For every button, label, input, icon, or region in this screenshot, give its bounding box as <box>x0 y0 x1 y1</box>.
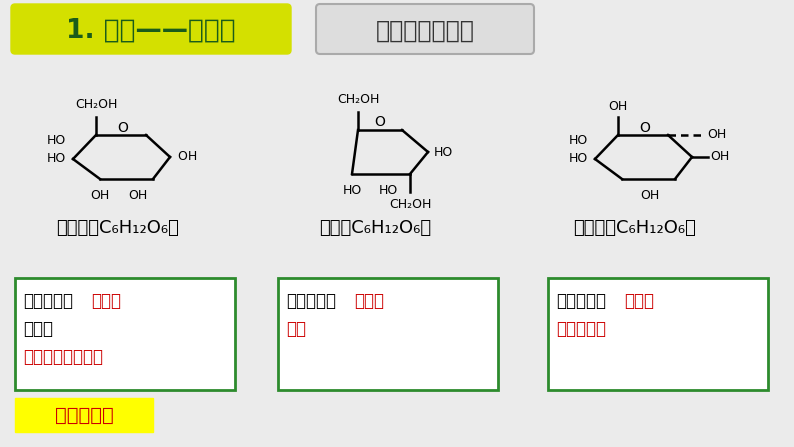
Text: 物的乳汁中: 物的乳汁中 <box>556 320 606 338</box>
Text: OH: OH <box>91 189 110 202</box>
Text: OH: OH <box>710 151 729 164</box>
Text: HO: HO <box>342 184 361 197</box>
Text: OH: OH <box>608 100 627 113</box>
Text: 动植物: 动植物 <box>91 292 121 310</box>
Text: CH₂OH: CH₂OH <box>389 198 431 211</box>
Text: 人和动: 人和动 <box>624 292 654 310</box>
FancyBboxPatch shape <box>316 4 534 54</box>
Text: 植物细: 植物细 <box>354 292 384 310</box>
Text: 是主要的能源物质: 是主要的能源物质 <box>23 348 103 366</box>
Text: 不能再水解的糖: 不能再水解的糖 <box>376 19 475 43</box>
Bar <box>548 278 768 390</box>
Text: O: O <box>639 121 650 135</box>
Text: 胞中: 胞中 <box>286 320 306 338</box>
Text: CH₂OH: CH₂OH <box>75 98 118 111</box>
Text: 普遍存在于: 普遍存在于 <box>23 292 73 310</box>
Text: 半乳糖（C₆H₁₂O₆）: 半乳糖（C₆H₁₂O₆） <box>573 219 696 237</box>
Text: HO: HO <box>379 184 398 197</box>
Text: 葡萄糖（C₆H₁₂O₆）: 葡萄糖（C₆H₁₂O₆） <box>56 219 179 237</box>
Bar <box>15 398 153 432</box>
Text: CH₂OH: CH₂OH <box>337 93 380 106</box>
Bar <box>15 278 235 390</box>
Text: 生命的燃料: 生命的燃料 <box>55 405 114 425</box>
Text: 细胞中: 细胞中 <box>23 320 53 338</box>
Text: OH: OH <box>129 189 148 202</box>
Text: HO: HO <box>47 135 66 148</box>
Text: 果糖（C₆H₁₂O₆）: 果糖（C₆H₁₂O₆） <box>319 219 431 237</box>
FancyBboxPatch shape <box>11 4 291 54</box>
Text: O: O <box>375 115 385 129</box>
Text: OH: OH <box>707 128 727 142</box>
Text: 广泛存在于: 广泛存在于 <box>556 292 606 310</box>
Text: OH: OH <box>170 151 197 164</box>
Text: 1. 单糖——六碳糖: 1. 单糖——六碳糖 <box>66 18 236 44</box>
Bar <box>278 278 498 390</box>
Text: 广泛存在于: 广泛存在于 <box>286 292 336 310</box>
Text: HO: HO <box>434 146 453 159</box>
Text: O: O <box>118 121 129 135</box>
Text: HO: HO <box>569 135 588 148</box>
Text: HO: HO <box>47 152 66 165</box>
Text: OH: OH <box>641 189 660 202</box>
Text: HO: HO <box>569 152 588 165</box>
